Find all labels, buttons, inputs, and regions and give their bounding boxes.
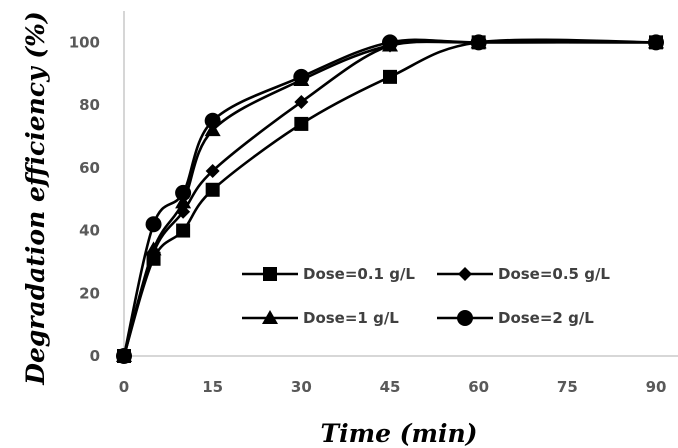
legend-item: Dose=2 g/L: [437, 309, 594, 327]
x-tick-label: 75: [557, 378, 578, 396]
data-point: [175, 184, 192, 201]
data-point: [383, 69, 397, 84]
series-circle: [116, 34, 664, 364]
y-tick-label: 80: [79, 96, 100, 114]
x-tick-label: 90: [646, 378, 667, 396]
legend-label: Dose=0.1 g/L: [303, 265, 415, 283]
data-point: [176, 223, 191, 238]
data-point: [145, 241, 162, 256]
tick-labels: 0 15 30 45 60 75 90 0 20 40 60 80 100: [69, 33, 667, 396]
legend-item: Dose=0.5 g/L: [437, 265, 610, 283]
legend-marker: [262, 310, 278, 324]
chart-legend: Dose=0.1 g/L Dose=0.5 g/L Dose=1 g/L Dose=2…: [242, 265, 610, 327]
data-point: [116, 348, 132, 364]
legend-marker: [263, 267, 277, 281]
data-point: [648, 34, 664, 51]
data-point: [382, 34, 398, 51]
y-axis-title: Degradation efficiency (%): [21, 11, 50, 385]
data-point: [145, 216, 162, 233]
y-tick-label: 0: [90, 347, 100, 365]
legend-label: Dose=2 g/L: [498, 309, 594, 327]
data-point: [294, 94, 309, 109]
data-point: [175, 194, 192, 209]
legend-label: Dose=1 g/L: [303, 309, 399, 327]
data-point: [205, 163, 220, 178]
legend-marker: [457, 310, 473, 326]
data-point: [294, 116, 309, 131]
data-series: [116, 34, 664, 364]
y-tick-label: 20: [79, 284, 100, 302]
x-tick-label: 30: [291, 378, 312, 396]
data-point: [204, 112, 221, 129]
x-tick-label: 45: [380, 378, 401, 396]
x-tick-label: 15: [202, 378, 223, 396]
data-point: [293, 68, 310, 85]
data-point: [205, 182, 220, 197]
y-tick-label: 100: [69, 33, 100, 51]
legend-label: Dose=0.5 g/L: [498, 265, 610, 283]
data-point: [470, 34, 487, 51]
chart-axes: [123, 11, 678, 357]
legend-item: Dose=0.1 g/L: [242, 265, 415, 283]
data-point: [204, 122, 221, 137]
x-axis-title: Time (min): [321, 419, 478, 448]
y-tick-label: 60: [79, 159, 100, 177]
x-tick-label: 60: [468, 378, 489, 396]
legend-item: Dose=1 g/L: [242, 309, 399, 327]
x-tick-label: 0: [119, 378, 129, 396]
y-tick-label: 40: [79, 222, 100, 240]
legend-marker: [458, 267, 472, 281]
